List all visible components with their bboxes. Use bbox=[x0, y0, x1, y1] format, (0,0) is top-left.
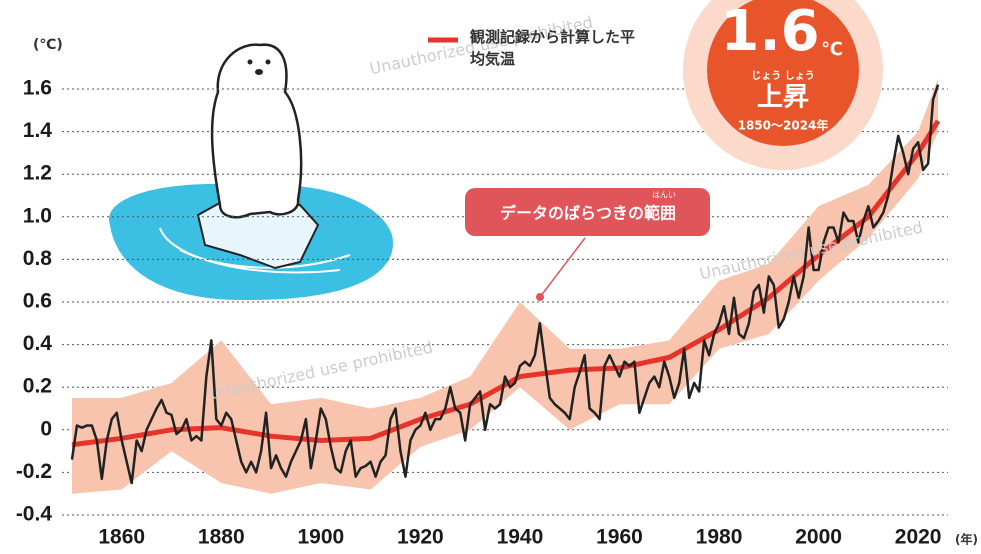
x-tick-label: 1960 bbox=[596, 526, 643, 549]
y-tick-label: 1.6 bbox=[23, 77, 52, 100]
y-tick-label: 0.2 bbox=[23, 375, 52, 398]
y-tick-label: 1.2 bbox=[23, 162, 52, 185]
x-tick-label: 1980 bbox=[696, 526, 743, 549]
x-tick-label: 2000 bbox=[795, 526, 842, 549]
x-tick-label: 1900 bbox=[297, 526, 344, 549]
y-unit: (℃) bbox=[33, 37, 63, 53]
chart: (℃) (年) -0.4 -0.2 0 0.2 0.4 0.6 0.8 1.0 1.2 1.4 1.… bbox=[0, 0, 981, 554]
y-tick-label: 1.4 bbox=[23, 119, 53, 142]
y-tick-label: 0 bbox=[40, 417, 52, 440]
y-tick-label: 1.0 bbox=[23, 204, 52, 227]
y-tick-label: 0.6 bbox=[23, 290, 52, 313]
badge-value: 1.6 bbox=[720, 0, 819, 64]
y-tick-label: 0.8 bbox=[23, 247, 53, 270]
x-tick-label: 1880 bbox=[198, 526, 245, 549]
illustration bbox=[109, 45, 393, 300]
badge-unit: ℃ bbox=[821, 39, 843, 60]
band-ruby: はんい bbox=[652, 191, 676, 200]
band-label: データのばらつきの範囲 bbox=[500, 204, 676, 223]
page: (℃) (年) -0.4 -0.2 0 0.2 0.4 0.6 0.8 1.0 1.2 1.4 1.… bbox=[0, 0, 981, 554]
badge-ruby: じょう しょう bbox=[751, 70, 814, 82]
x-unit: (年) bbox=[955, 532, 978, 547]
x-tick-label: 1940 bbox=[497, 526, 544, 549]
x-tick-label: 1920 bbox=[397, 526, 444, 549]
legend-label: 観測記録から計算した平均気温 bbox=[470, 26, 640, 70]
y-tick-label: -0.4 bbox=[16, 503, 53, 526]
badge: 1.6 ℃ じょう しょう 上昇 1850〜2024年 bbox=[683, 0, 883, 170]
badge-word: 上昇 bbox=[757, 83, 809, 113]
x-tick-label: 1860 bbox=[98, 526, 145, 549]
x-tick-label: 2020 bbox=[895, 526, 942, 549]
y-tick-label: 0.4 bbox=[23, 332, 53, 355]
badge-period: 1850〜2024年 bbox=[738, 118, 829, 133]
y-tick-label: -0.2 bbox=[16, 460, 52, 483]
band-callout: データのばらつきの範囲 はんい bbox=[465, 188, 710, 301]
